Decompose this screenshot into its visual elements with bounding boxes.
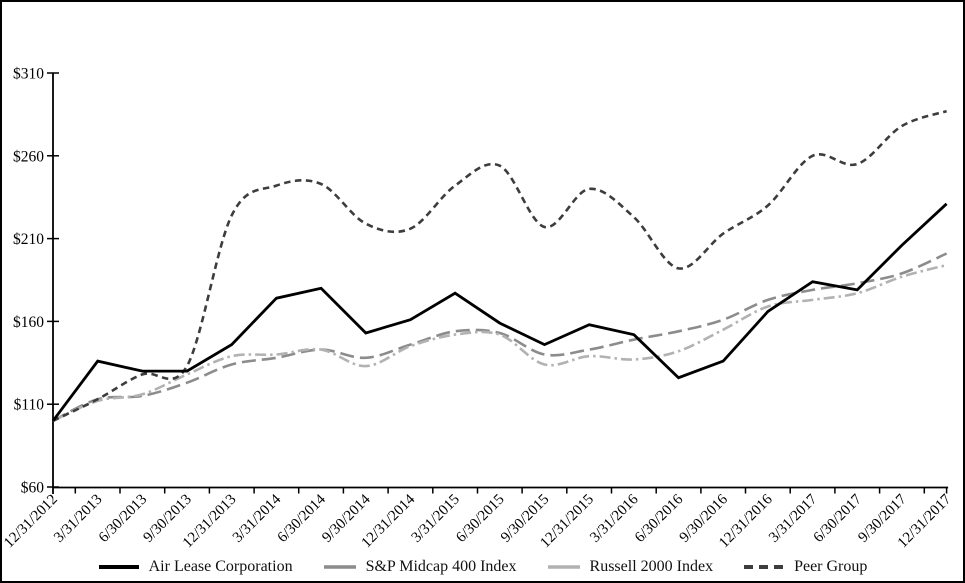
legend-item-sp-midcap-400: S&P Midcap 400 Index bbox=[323, 559, 517, 575]
series-line-peer-group bbox=[52, 109, 948, 422]
x-tick-label: 12/31/2012 bbox=[2, 492, 61, 552]
series-line-russell-2000-index bbox=[52, 263, 947, 422]
legend-line-russell-2000-icon bbox=[547, 565, 580, 569]
x-tick-label: 6/30/2015 bbox=[453, 492, 507, 546]
legend-label-peer-group: Peer Group bbox=[794, 558, 868, 575]
x-tick-label: 6/30/2013 bbox=[96, 492, 150, 546]
legend-item-peer-group: Peer Group bbox=[743, 559, 867, 575]
y-tick-label: $260 bbox=[13, 148, 44, 165]
y-tick-label: $60 bbox=[21, 480, 45, 497]
chart-legend: Air Lease Corporation S&P Midcap 400 Ind… bbox=[2, 554, 963, 580]
y-tick-label: $110 bbox=[14, 397, 45, 414]
legend-label-sp-midcap: S&P Midcap 400 Index bbox=[365, 558, 517, 575]
legend-line-air-lease-icon bbox=[98, 565, 139, 569]
legend-item-russell-2000: Russell 2000 Index bbox=[547, 558, 714, 575]
series-line-s-p-midcap-400-index bbox=[52, 252, 948, 422]
x-tick-label: 3/31/2013 bbox=[51, 492, 105, 546]
y-tick-label: $160 bbox=[13, 314, 44, 331]
legend-item-air-lease-corporation: Air Lease Corporation bbox=[98, 559, 293, 575]
legend-label-air-lease: Air Lease Corporation bbox=[148, 558, 293, 575]
legend-line-sp-midcap-icon bbox=[323, 565, 356, 569]
legend-label-russell-2000: Russell 2000 Index bbox=[589, 558, 714, 575]
y-tick-label: $210 bbox=[13, 231, 44, 248]
y-tick-label: $310 bbox=[13, 66, 44, 83]
series-line-air-lease-corporation bbox=[51, 202, 948, 422]
x-tick-label: 3/31/2015 bbox=[409, 492, 463, 546]
legend-line-peer-group-icon bbox=[744, 565, 785, 569]
